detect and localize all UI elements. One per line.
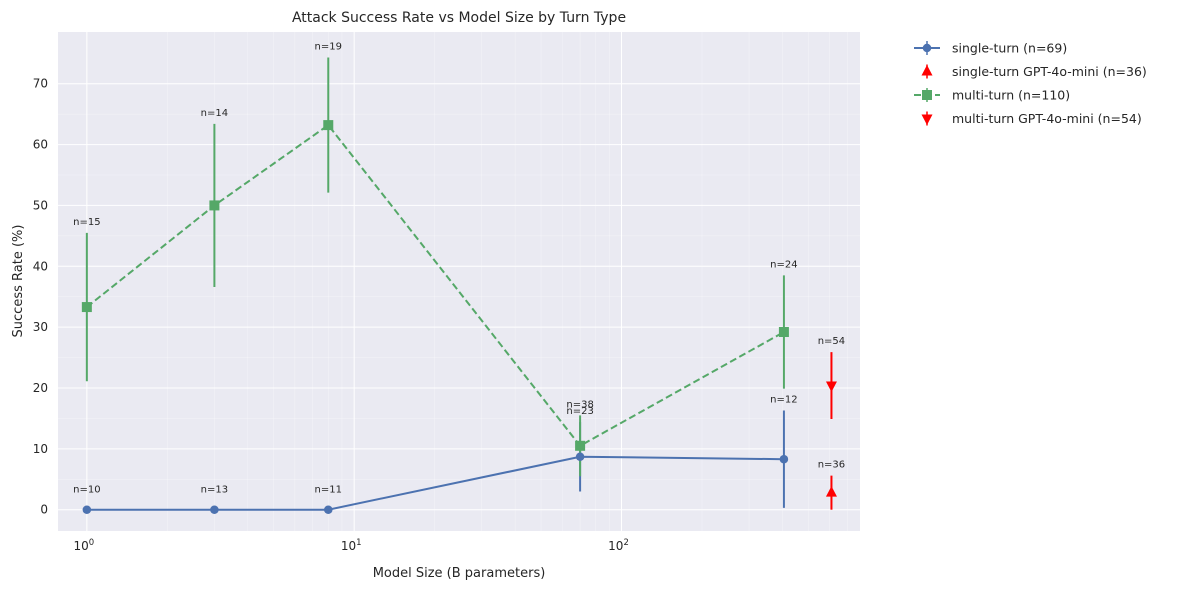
x-tick-label: 101 bbox=[341, 538, 362, 553]
circle-marker bbox=[922, 43, 932, 53]
sample-size-label: n=19 bbox=[315, 42, 342, 53]
legend: single-turn (n=69) single-turn GPT-4o-min… bbox=[914, 41, 1147, 126]
square-marker bbox=[922, 90, 932, 100]
x-axis-label: Model Size (B parameters) bbox=[373, 566, 546, 581]
y-tick-label: 40 bbox=[33, 259, 48, 273]
sample-size-label: n=13 bbox=[201, 485, 228, 496]
sample-size-label: n=24 bbox=[770, 259, 797, 270]
sample-size-label: n=36 bbox=[818, 460, 845, 471]
sample-size-label: n=10 bbox=[73, 485, 100, 496]
y-tick-label: 70 bbox=[33, 77, 48, 91]
sample-size-label: n=14 bbox=[201, 108, 228, 119]
sample-size-label: n=11 bbox=[315, 485, 342, 496]
series-line bbox=[86, 123, 785, 448]
x-tick-label: 102 bbox=[608, 538, 629, 553]
sample-size-label: n=23 bbox=[566, 406, 593, 417]
legend-label: single-turn GPT-4o-mini (n=36) bbox=[952, 64, 1147, 79]
triangle-up-marker bbox=[825, 486, 837, 497]
triangle-up-marker bbox=[921, 65, 933, 76]
data-markers bbox=[81, 120, 837, 514]
y-axis-label: Success Rate (%) bbox=[11, 225, 26, 338]
square-marker bbox=[209, 200, 220, 211]
y-tick-label: 60 bbox=[33, 138, 48, 152]
chart-title: Attack Success Rate vs Model Size by Tur… bbox=[292, 10, 626, 26]
y-axis-ticks: 0 10 20 30 40 50 60 70 bbox=[33, 77, 48, 517]
circle-marker bbox=[210, 505, 219, 514]
sample-size-label: n=38 bbox=[566, 399, 593, 410]
triangle-down-marker bbox=[825, 381, 837, 393]
legend-label: single-turn (n=69) bbox=[952, 41, 1067, 56]
square-marker bbox=[575, 440, 586, 451]
sample-size-label: n=12 bbox=[770, 395, 797, 406]
plot-area bbox=[58, 32, 860, 531]
legend-label: multi-turn GPT-4o-mini (n=54) bbox=[952, 111, 1142, 126]
square-marker bbox=[778, 327, 789, 338]
square-marker bbox=[81, 302, 92, 313]
x-tick-label: 100 bbox=[73, 538, 94, 553]
square-marker bbox=[323, 120, 334, 131]
y-tick-label: 50 bbox=[33, 198, 48, 212]
sample-size-label: n=54 bbox=[818, 336, 845, 347]
y-tick-label: 20 bbox=[33, 381, 48, 395]
circle-marker bbox=[575, 452, 585, 462]
circle-marker bbox=[82, 505, 92, 514]
y-tick-label: 0 bbox=[40, 503, 48, 517]
y-tick-label: 10 bbox=[33, 442, 48, 456]
legend-label: multi-turn (n=110) bbox=[952, 88, 1070, 103]
grid bbox=[58, 32, 860, 531]
y-tick-label: 30 bbox=[33, 320, 48, 334]
sample-size-label: n=15 bbox=[73, 217, 100, 228]
circle-marker bbox=[324, 505, 333, 514]
triangle-down-marker bbox=[921, 114, 933, 125]
circle-marker bbox=[779, 454, 789, 464]
x-axis-ticks: 100 101 102 bbox=[73, 538, 628, 553]
sample-size-labels: n=10 n=13 n=11 n=23 n=12 n=36 n=15 n=14 n=19 n=38… bbox=[73, 42, 845, 496]
